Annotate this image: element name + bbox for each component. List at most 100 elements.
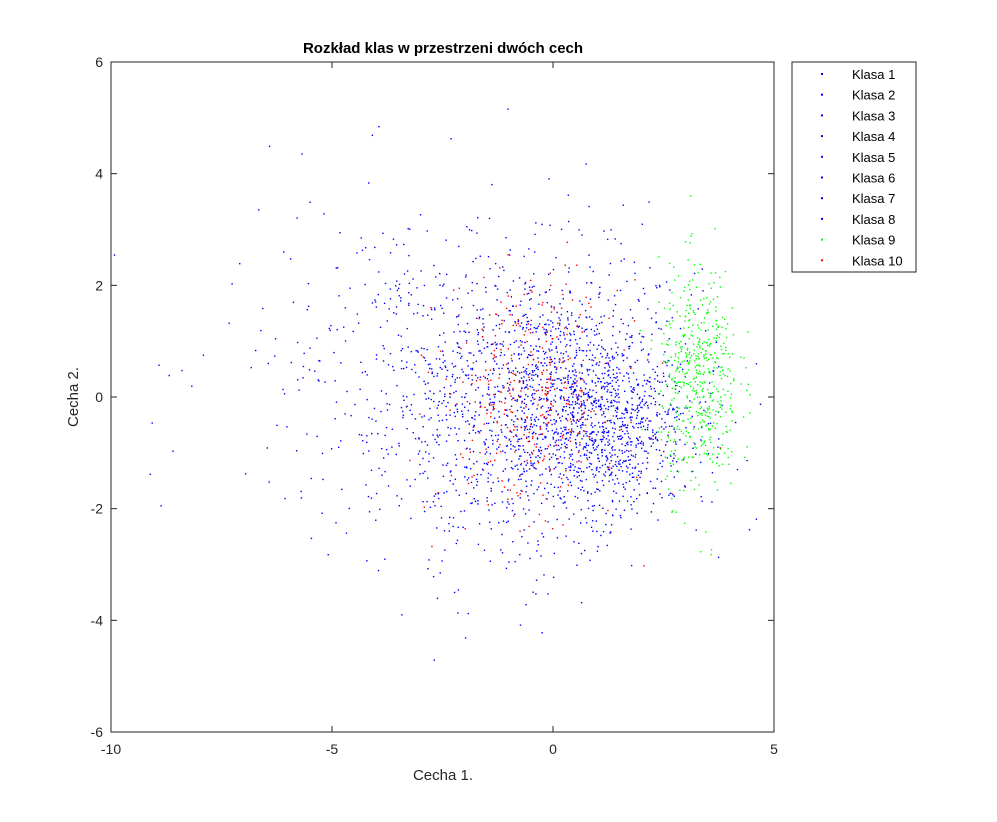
data-point [699, 413, 701, 415]
data-point [568, 466, 570, 468]
data-point [475, 379, 478, 382]
data-point [639, 476, 641, 479]
data-point [339, 231, 341, 234]
data-point [496, 288, 499, 290]
data-point [674, 384, 677, 387]
data-point [719, 447, 721, 449]
data-point [511, 498, 513, 500]
data-point [336, 328, 338, 331]
data-point [695, 371, 698, 374]
data-point [301, 153, 303, 155]
data-point [479, 451, 481, 454]
data-point [706, 359, 708, 362]
data-point [692, 343, 695, 345]
data-point [547, 387, 550, 389]
data-point [482, 323, 484, 325]
data-point [583, 381, 586, 383]
data-point [486, 346, 488, 348]
data-point [703, 409, 705, 412]
data-point [568, 518, 570, 520]
data-point [366, 398, 368, 401]
data-point [490, 412, 492, 414]
data-point [254, 349, 257, 352]
data-point [523, 255, 525, 258]
data-point [635, 378, 638, 381]
data-point [440, 505, 442, 508]
data-point [540, 433, 542, 435]
data-point [591, 408, 594, 410]
data-point [551, 349, 553, 351]
data-point [550, 402, 552, 405]
data-point [686, 382, 688, 385]
data-point [514, 399, 516, 402]
data-point [689, 436, 691, 438]
data-point [406, 270, 409, 272]
data-point [524, 283, 526, 285]
legend-label: Klasa 9 [852, 233, 895, 248]
data-point [419, 413, 421, 415]
data-point [525, 379, 528, 382]
data-point [712, 391, 714, 394]
data-point [514, 329, 516, 332]
data-point [485, 286, 487, 289]
data-point [573, 420, 575, 422]
data-point [672, 460, 674, 462]
data-point [593, 330, 596, 332]
data-point [598, 460, 600, 462]
data-point [578, 347, 581, 349]
data-point [674, 441, 677, 443]
data-point [715, 319, 718, 322]
data-point [368, 511, 371, 513]
data-point [650, 317, 653, 320]
data-point [559, 435, 562, 438]
data-point [456, 342, 458, 344]
data-point [624, 390, 626, 393]
data-point [588, 465, 591, 468]
data-point [588, 254, 590, 256]
data-point [615, 377, 617, 379]
data-point [486, 422, 488, 425]
data-point [522, 347, 525, 349]
data-point [731, 410, 733, 412]
data-point [532, 273, 535, 275]
data-point [542, 494, 544, 496]
data-point [533, 449, 535, 452]
data-point [582, 424, 584, 426]
data-point [546, 417, 548, 419]
data-point [528, 431, 531, 434]
data-point [641, 335, 643, 338]
data-point [606, 544, 608, 547]
data-point [530, 460, 532, 462]
data-point [646, 417, 648, 420]
data-point [563, 496, 565, 498]
data-point [584, 405, 586, 407]
data-point [361, 249, 364, 252]
data-point [525, 368, 528, 370]
data-point [527, 363, 530, 366]
data-point [699, 421, 701, 424]
data-point [576, 471, 578, 473]
data-point [422, 356, 424, 358]
data-point [502, 340, 505, 343]
data-point [660, 439, 663, 441]
data-point [364, 370, 366, 373]
data-point [618, 500, 621, 502]
data-point [375, 358, 378, 360]
legend-marker [821, 93, 823, 96]
data-point [388, 403, 391, 406]
data-point [477, 331, 480, 334]
data-point [689, 195, 692, 197]
data-point [581, 372, 583, 374]
data-point [703, 297, 705, 300]
data-point [510, 405, 513, 407]
data-point [471, 382, 473, 385]
data-point [454, 427, 456, 429]
data-point [274, 355, 276, 357]
data-point [619, 372, 621, 374]
data-point [635, 476, 638, 479]
data-point [627, 402, 629, 404]
data-point [582, 350, 585, 352]
data-point [508, 310, 510, 312]
data-point [599, 466, 601, 469]
data-point [581, 378, 583, 380]
